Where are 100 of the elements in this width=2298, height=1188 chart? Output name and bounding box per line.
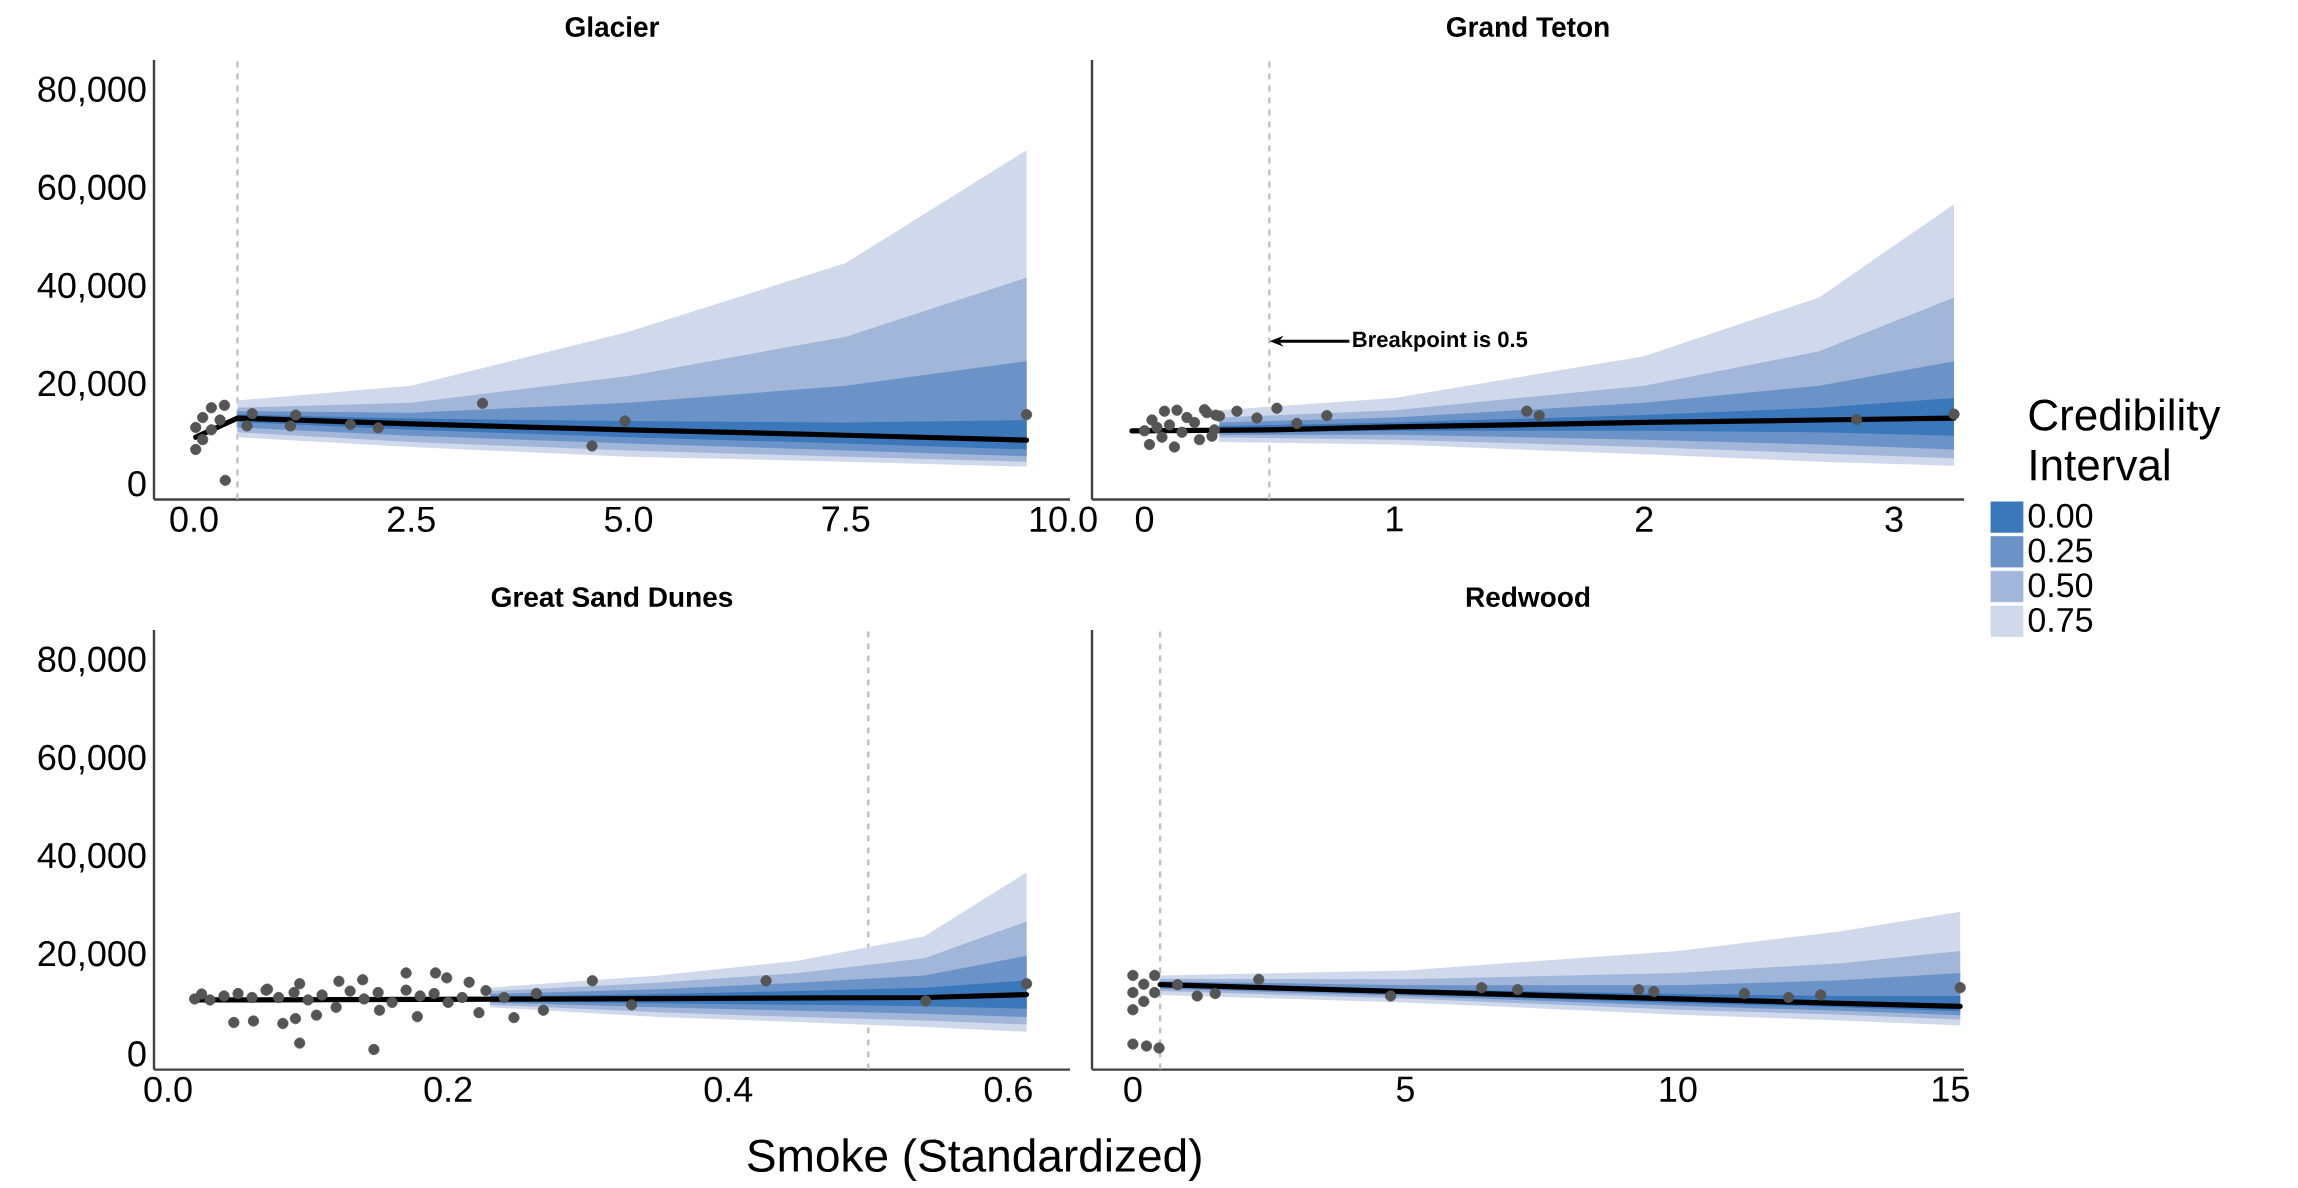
point [284, 420, 297, 432]
x-tick-label: 0.0 [170, 506, 218, 533]
point [273, 991, 285, 1004]
point [1020, 409, 1033, 421]
point [1738, 987, 1750, 1000]
x-tick-label: 0.6 [984, 1076, 1032, 1103]
point [414, 990, 426, 1002]
point [333, 975, 345, 987]
point [476, 397, 489, 409]
legend-label: 0.25 [2028, 538, 2093, 563]
point [1253, 973, 1265, 985]
point [480, 985, 492, 997]
point [537, 1004, 549, 1016]
point [205, 424, 217, 436]
point [1151, 421, 1163, 433]
y-tick-label: 40,000 [37, 272, 146, 303]
point [1020, 978, 1033, 990]
point [1633, 984, 1645, 996]
point [1251, 412, 1263, 424]
point [1127, 986, 1139, 999]
x-tick-label: 2.5 [388, 506, 435, 533]
point [219, 474, 231, 486]
point [760, 975, 772, 987]
point [205, 402, 217, 414]
point [1385, 990, 1397, 1002]
y-tick-label: 80,000 [38, 76, 146, 107]
point [1193, 434, 1206, 446]
point [1138, 425, 1151, 437]
point [442, 996, 454, 1008]
point [1168, 441, 1181, 453]
point [246, 991, 258, 1004]
point [1171, 979, 1184, 991]
point [1521, 405, 1533, 417]
point [400, 967, 412, 979]
x-tick-label: 3 [1885, 506, 1903, 533]
point [619, 415, 631, 427]
x-axis-title: Smoke (Standardized) [748, 1138, 1201, 1182]
x-tick-label: 10 [1660, 1076, 1697, 1103]
point [1815, 989, 1827, 1001]
x-tick-label: 0 [1135, 506, 1154, 533]
point [358, 993, 370, 1005]
point [429, 967, 442, 979]
point [530, 987, 542, 1000]
y-tick-label: 20,000 [38, 370, 146, 401]
point [1512, 984, 1524, 996]
point [411, 1011, 423, 1023]
point [400, 984, 412, 996]
y-tick-label: 0 [128, 1041, 146, 1067]
point [1209, 987, 1221, 1000]
point [1206, 430, 1218, 442]
point [498, 991, 510, 1004]
point [302, 994, 314, 1006]
x-tick-label: 15 [1933, 1076, 1969, 1102]
point [357, 974, 369, 986]
point [330, 1001, 342, 1013]
x-tick-label: 0.2 [424, 1076, 472, 1103]
point [310, 1009, 323, 1021]
point [1138, 978, 1150, 990]
point [1291, 417, 1303, 430]
point [1149, 986, 1161, 999]
point [1176, 426, 1188, 438]
point [428, 987, 440, 1000]
point [463, 976, 475, 988]
point [197, 411, 209, 424]
point [1138, 995, 1150, 1007]
point [586, 440, 598, 452]
chart-title: Grand Teton [1446, 16, 1609, 37]
point [1171, 404, 1183, 416]
annotation: Breakpoint is 0.5 [1353, 331, 1528, 352]
point [1954, 982, 1966, 994]
x-tick-label: 5.0 [604, 506, 653, 533]
y-tick-label: 60,000 [38, 174, 146, 205]
point [920, 995, 932, 1007]
y-tick-label: 60,000 [38, 744, 146, 775]
point [1948, 408, 1960, 420]
point [1191, 990, 1203, 1002]
point [1181, 411, 1193, 424]
point [344, 985, 356, 997]
point [277, 1017, 289, 1030]
point [1476, 982, 1488, 994]
point [316, 989, 328, 1001]
point [197, 434, 209, 446]
point [1127, 969, 1139, 982]
point [214, 414, 226, 426]
point [1648, 985, 1660, 998]
point [1127, 1004, 1139, 1016]
x-tick-label: 0.0 [144, 1076, 192, 1103]
point [232, 987, 244, 1000]
point [1146, 414, 1158, 426]
point [372, 986, 384, 999]
point [1143, 438, 1156, 451]
point [190, 443, 202, 456]
x-tick-label: 1 [1387, 506, 1403, 532]
point [246, 408, 258, 420]
point [1140, 1040, 1153, 1052]
point [1231, 405, 1243, 417]
chart-title: Great Sand Dunes [491, 586, 733, 608]
legend-title: Credibility Interval [2029, 398, 2221, 481]
legend-label: 0.00 [2028, 503, 2093, 528]
point [290, 409, 302, 421]
